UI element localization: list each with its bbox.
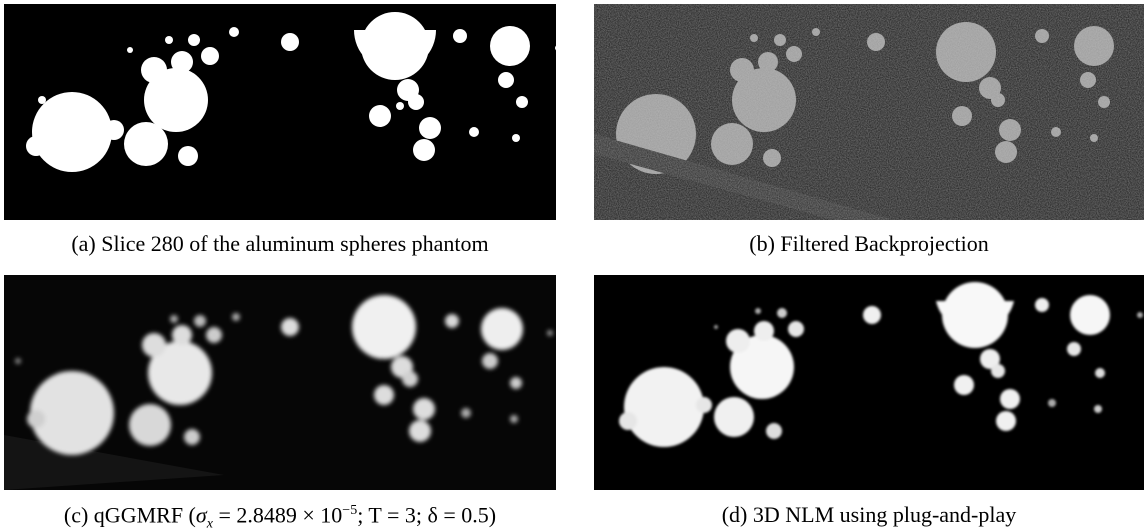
caption-b: (b) Filtered Backprojection: [749, 231, 989, 256]
caption-c-value: = 2.8489 × 10: [212, 502, 343, 528]
caption-c-T: ; T = 3;: [357, 502, 428, 528]
caption-c-prefix: (c) qGGMRF (: [63, 502, 196, 528]
image-3d-nlm: [594, 275, 1144, 490]
caption-d: (d) 3D NLM using plug-and-play: [721, 502, 1017, 527]
caption-c-sigma-sub: x: [206, 516, 213, 532]
image-qggmrf: [4, 275, 556, 490]
image-phantom-slice: [4, 4, 556, 220]
caption-c-delta: δ = 0.5): [427, 502, 497, 528]
image-filtered-backprojection: [594, 4, 1144, 220]
caption-c-exp: −5: [342, 503, 358, 518]
caption-c: (c) qGGMRF (σx = 2.8489 × 10−5; T = 3; δ…: [4, 504, 556, 532]
caption-c-sigma: σ: [195, 502, 207, 528]
caption-a: (a) Slice 280 of the aluminum spheres ph…: [71, 231, 489, 256]
